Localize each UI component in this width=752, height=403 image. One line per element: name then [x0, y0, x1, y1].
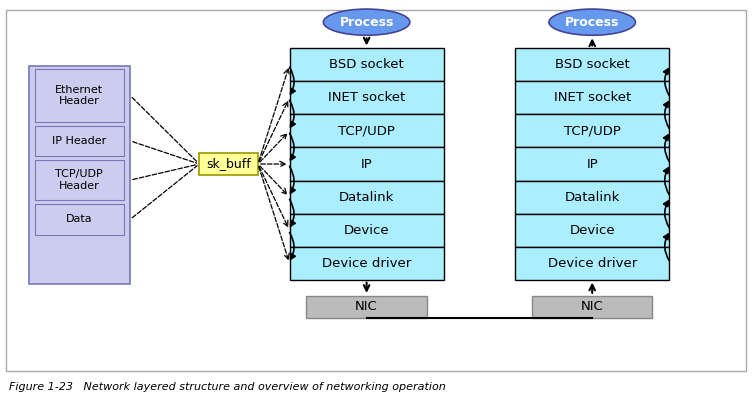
FancyArrowPatch shape [663, 69, 669, 96]
Ellipse shape [549, 9, 635, 35]
Text: Process: Process [339, 16, 394, 29]
Text: Device: Device [569, 224, 615, 237]
Text: IP: IP [361, 158, 372, 170]
Bar [290, 214, 444, 247]
FancyArrowPatch shape [290, 233, 296, 259]
Text: Ethernet
Header: Ethernet Header [56, 85, 103, 106]
Text: BSD socket: BSD socket [555, 58, 629, 71]
Bar [199, 153, 258, 175]
Bar [515, 214, 669, 247]
Text: TCP/UDP
Header: TCP/UDP Header [56, 169, 103, 191]
Bar [35, 204, 124, 235]
Bar [290, 147, 444, 181]
Bar [35, 160, 124, 200]
Bar [290, 181, 444, 214]
Bar [6, 10, 746, 371]
Text: Device driver: Device driver [547, 257, 637, 270]
Text: sk_buff: sk_buff [206, 158, 251, 170]
Text: Device driver: Device driver [322, 257, 411, 270]
Text: TCP/UDP: TCP/UDP [338, 125, 395, 137]
Bar [515, 114, 669, 147]
FancyArrowPatch shape [290, 100, 296, 127]
Bar [515, 181, 669, 214]
FancyArrowPatch shape [663, 168, 669, 195]
Text: NIC: NIC [581, 300, 604, 314]
Text: Process: Process [565, 16, 620, 29]
FancyArrowPatch shape [663, 135, 669, 162]
Bar [515, 147, 669, 181]
Text: Datalink: Datalink [565, 191, 620, 204]
Text: NIC: NIC [355, 300, 378, 314]
Bar [290, 48, 444, 81]
FancyArrowPatch shape [290, 166, 296, 193]
Bar [290, 247, 444, 280]
Text: INET socket: INET socket [553, 91, 631, 104]
Ellipse shape [323, 9, 410, 35]
Bar [35, 126, 124, 156]
Bar [29, 66, 130, 284]
Bar [307, 296, 427, 318]
Bar [515, 247, 669, 280]
FancyArrowPatch shape [290, 199, 296, 226]
Text: INET socket: INET socket [328, 91, 405, 104]
Text: Device: Device [344, 224, 390, 237]
FancyArrowPatch shape [290, 67, 296, 94]
Text: TCP/UDP: TCP/UDP [564, 125, 620, 137]
FancyArrowPatch shape [663, 102, 669, 129]
Text: Figure 1-23   Network layered structure and overview of networking operation: Figure 1-23 Network layered structure an… [9, 382, 446, 392]
FancyArrowPatch shape [663, 201, 669, 228]
Text: IP: IP [587, 158, 598, 170]
Bar [515, 81, 669, 114]
Bar [515, 48, 669, 81]
FancyArrowPatch shape [663, 234, 669, 261]
Bar [290, 114, 444, 147]
Text: Data: Data [66, 214, 92, 224]
Bar [532, 296, 653, 318]
Bar [290, 81, 444, 114]
FancyArrowPatch shape [290, 133, 296, 160]
Text: IP Header: IP Header [52, 136, 107, 146]
Bar [35, 69, 124, 122]
Text: BSD socket: BSD socket [329, 58, 404, 71]
Text: Datalink: Datalink [339, 191, 394, 204]
